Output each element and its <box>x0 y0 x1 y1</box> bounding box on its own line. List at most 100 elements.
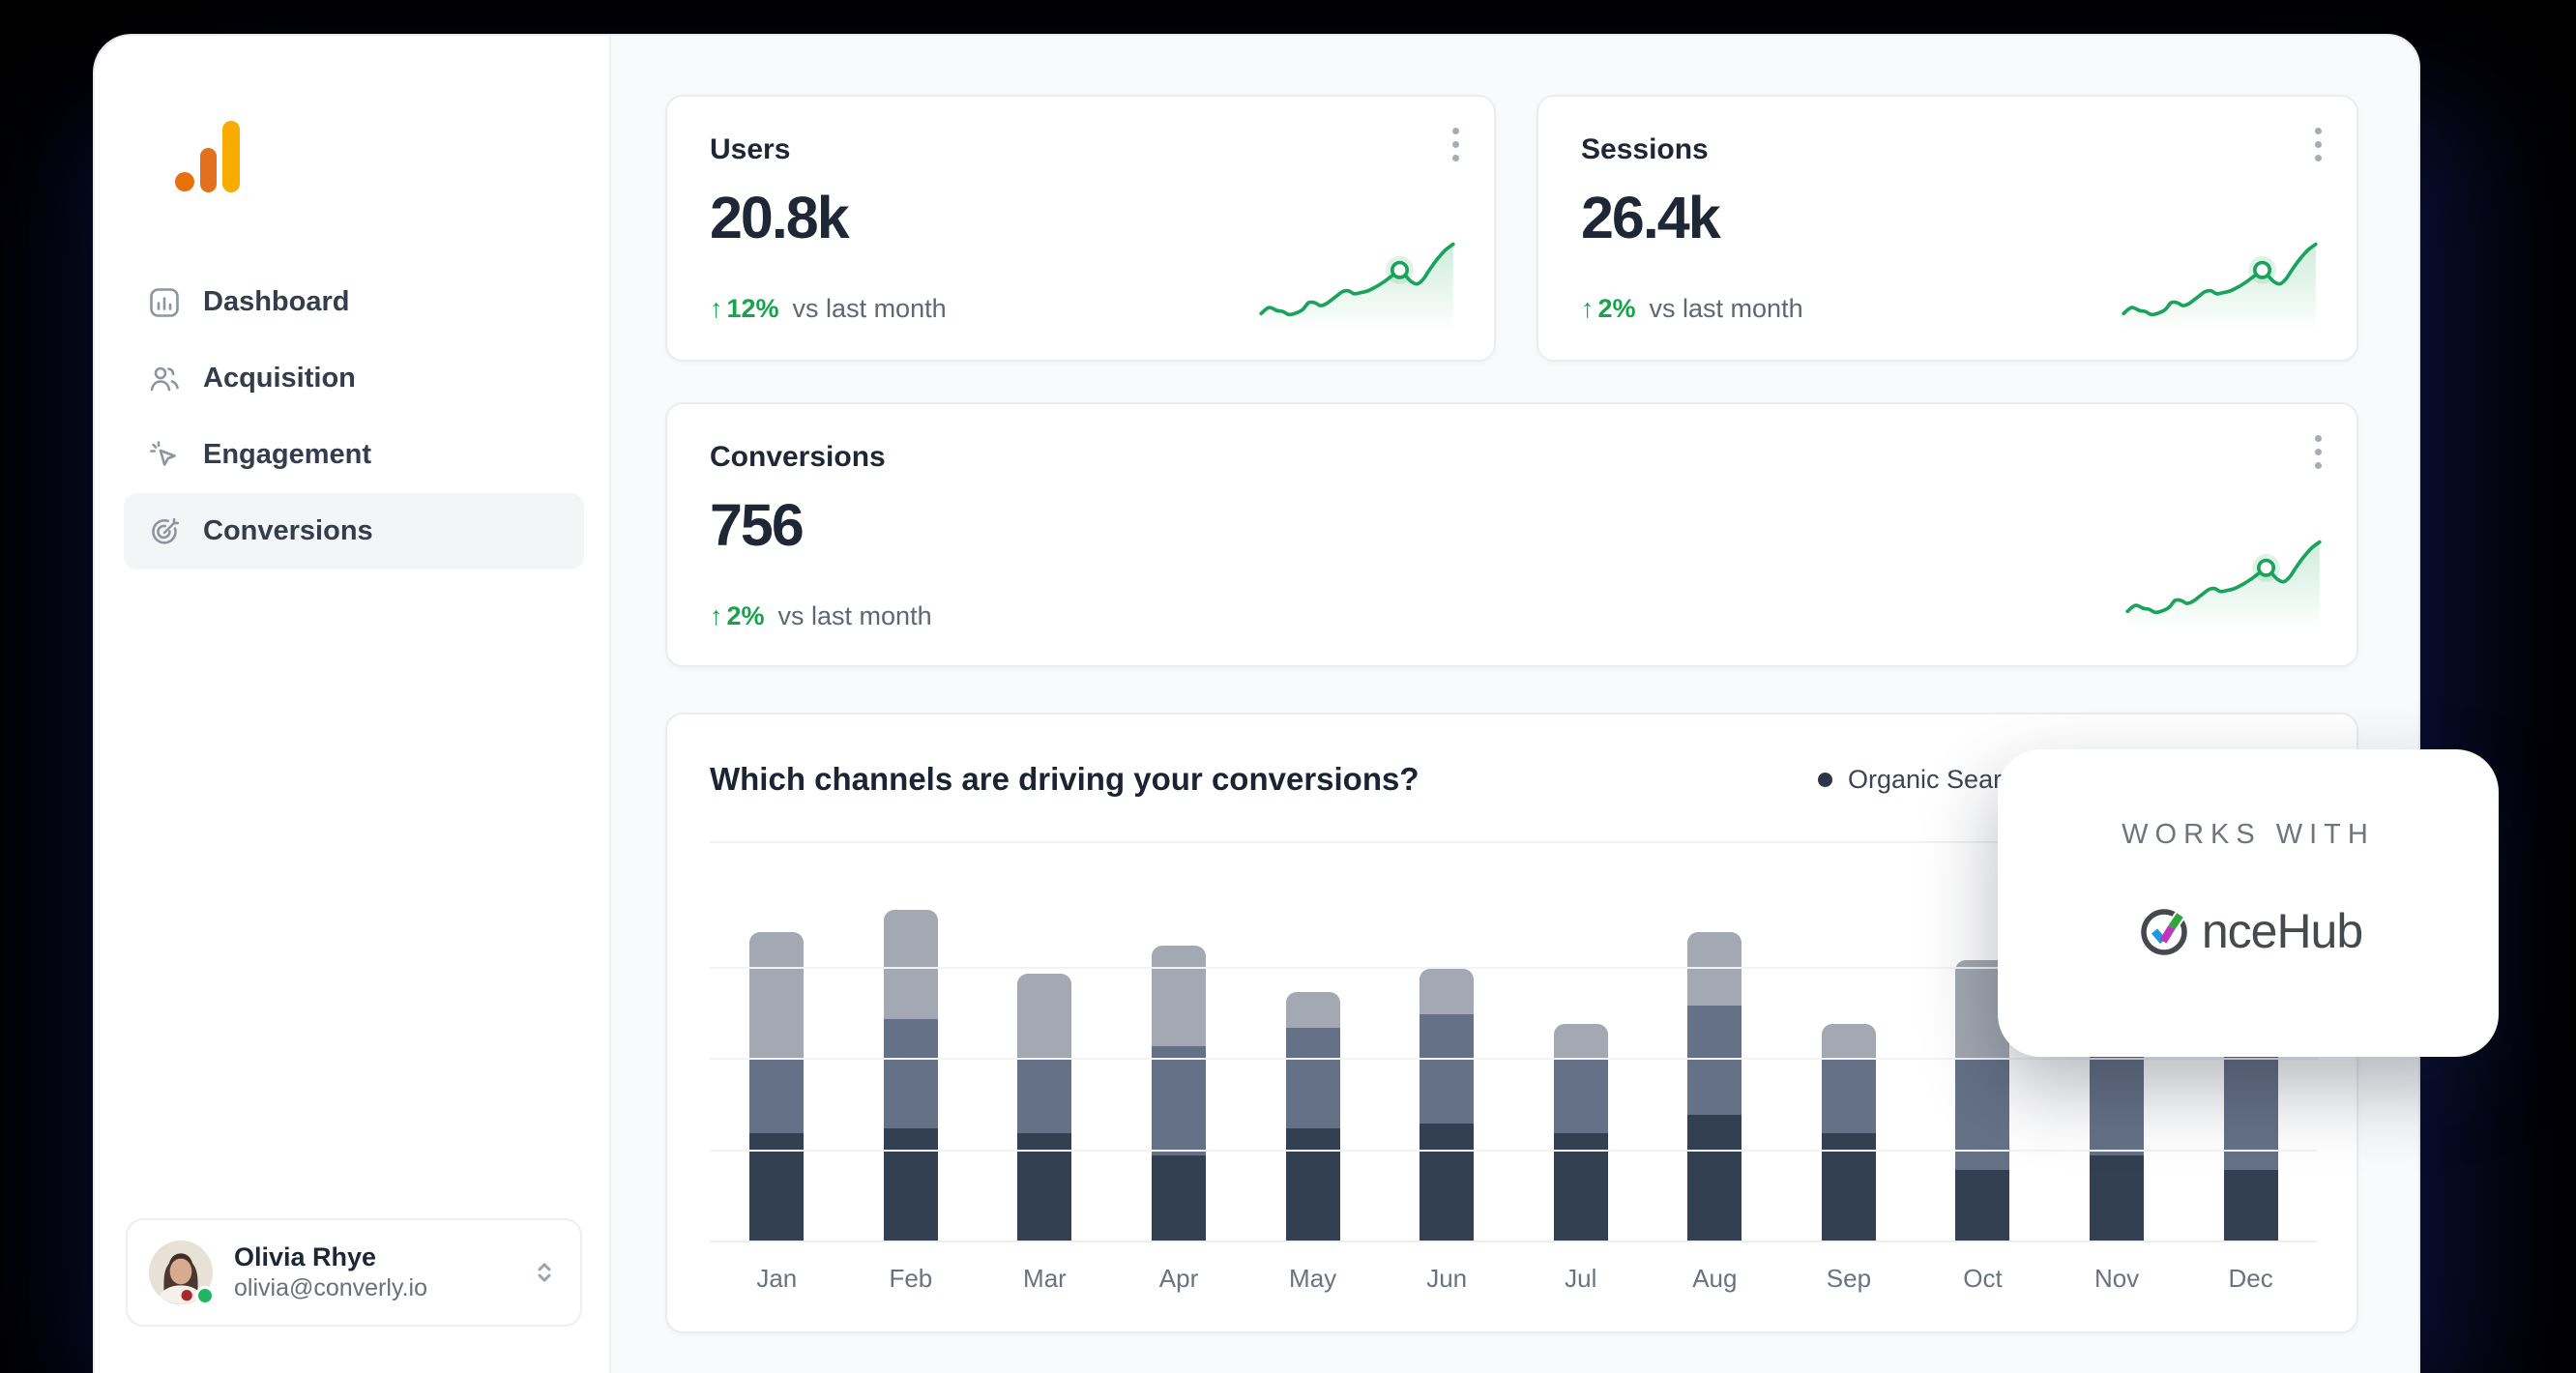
legend-dot <box>1818 773 1832 787</box>
gridline <box>710 1058 2318 1061</box>
bar-segment <box>883 909 938 1019</box>
bar-column-may <box>1245 991 1380 1242</box>
arrow-up-icon: ↑ <box>710 601 723 630</box>
bar-column-aug <box>1648 932 1782 1242</box>
x-axis-labels: Jan Feb Mar Apr May Jun Jul Aug Sep Oct Nov Dec <box>710 1264 2318 1294</box>
stacked-bar <box>1553 1023 1608 1242</box>
bar-segment <box>2090 1155 2145 1242</box>
bar-segment <box>1955 1060 2010 1170</box>
oncehub-logo-icon <box>2134 895 2200 966</box>
gridline <box>710 1149 2318 1152</box>
sidebar-item-engagement[interactable]: Engagement <box>124 417 584 493</box>
compare-label: vs last month <box>792 294 947 323</box>
chevron-updown-icon[interactable] <box>530 1258 559 1287</box>
card-menu-button[interactable] <box>2309 122 2327 167</box>
app-window: Dashboard Acquisition Engagement Conversion… <box>95 36 2418 1373</box>
card-title: Users <box>710 133 791 165</box>
bar-segment <box>1152 946 1207 1047</box>
user-name: Olivia Rhye <box>234 1242 377 1271</box>
bar-column-jan <box>710 932 844 1242</box>
chart-title: Which channels are driving your conversi… <box>710 761 1420 797</box>
metric-value: 26.4k <box>1581 185 1721 250</box>
works-with-label: WORKS WITH <box>2122 819 2375 850</box>
card-menu-button[interactable] <box>2309 429 2327 475</box>
card-menu-button[interactable] <box>1447 122 1465 167</box>
x-axis-label: May <box>1289 1264 1337 1293</box>
bar-segment <box>1152 1046 1207 1156</box>
bar-segment <box>1420 1124 1475 1242</box>
gridline <box>710 1241 2318 1242</box>
logo-bar-mid <box>200 148 217 192</box>
metric-card-users: Users 20.8k ↑ 12% vs last month <box>665 95 1496 362</box>
stacked-bar <box>1687 932 1742 1242</box>
x-axis-label: Mar <box>1023 1264 1067 1293</box>
bar-segment <box>1017 973 1072 1061</box>
bar-column-jul <box>1513 1023 1648 1242</box>
sidebar-item-conversions[interactable]: Conversions <box>124 493 584 570</box>
arrow-up-icon: ↑ <box>710 294 723 323</box>
bar-column-feb <box>844 909 979 1242</box>
stacked-bar <box>749 932 805 1242</box>
metric-card-sessions: Sessions 26.4k ↑ 2% vs last month <box>1537 95 2358 362</box>
bar-segment <box>883 1018 938 1129</box>
bar-segment <box>1285 1128 1340 1242</box>
bar-segment <box>1017 1060 1072 1133</box>
bar-segment <box>1152 1155 1207 1242</box>
bar-segment <box>1553 1060 1608 1133</box>
sidebar-item-label: Dashboard <box>203 286 350 317</box>
sparkline-chart <box>2120 529 2327 630</box>
x-axis-label: Oct <box>1963 1264 2003 1293</box>
sidebar-item-dashboard[interactable]: Dashboard <box>124 264 584 340</box>
bar-segment <box>749 932 805 1061</box>
bar-segment <box>1553 1023 1608 1061</box>
x-axis-label: Nov <box>2093 1264 2140 1293</box>
arrow-up-icon: ↑ <box>1581 294 1595 323</box>
sparkline-chart <box>1253 231 1461 333</box>
x-axis-label: Sep <box>1826 1264 1872 1293</box>
dashboard-icon <box>147 285 182 320</box>
bar-segment <box>749 1060 805 1133</box>
user-profile-card[interactable]: Olivia Rhye olivia@converly.io <box>126 1218 582 1327</box>
delta-up: ↑ 12% <box>710 294 779 323</box>
bar-segment <box>1821 1060 1876 1133</box>
stacked-bar <box>1285 991 1340 1242</box>
metric-value: 20.8k <box>710 185 850 250</box>
works-with-card: WORKS WITH nceHub <box>1998 749 2499 1057</box>
conversions-icon <box>147 514 182 549</box>
oncehub-wordmark: nceHub <box>2201 903 2363 958</box>
stacked-bar <box>883 909 938 1242</box>
bar-segment <box>1821 1023 1876 1061</box>
avatar <box>149 1241 215 1305</box>
sidebar-item-acquisition[interactable]: Acquisition <box>124 340 584 417</box>
bar-segment <box>1420 1014 1475 1125</box>
sparkline-chart <box>2116 231 2324 333</box>
user-email: olivia@converly.io <box>234 1274 427 1302</box>
bar-segment <box>1687 1005 1742 1115</box>
bar-column-mar <box>978 973 1112 1242</box>
bar-segment <box>1285 991 1340 1029</box>
bar-segment <box>2090 1037 2145 1156</box>
compare-label: vs last month <box>777 601 932 630</box>
bar-segment <box>1955 1169 2010 1242</box>
logo-dot <box>175 172 194 191</box>
x-axis-label: Jun <box>1426 1264 1468 1293</box>
acquisition-icon <box>147 362 182 396</box>
delta-up: ↑ 2% <box>710 601 765 630</box>
bar-segment <box>2223 1169 2278 1242</box>
bar-segment <box>1420 969 1475 1015</box>
engagement-icon <box>147 438 182 473</box>
x-axis-label: Aug <box>1692 1264 1738 1293</box>
card-title: Conversions <box>710 441 886 473</box>
x-axis-label: Dec <box>2228 1264 2273 1293</box>
bar-column-apr <box>1112 946 1246 1242</box>
profile-text: Olivia Rhye olivia@converly.io <box>234 1242 427 1304</box>
stacked-bar <box>1017 973 1072 1242</box>
x-axis-label: Feb <box>889 1264 933 1293</box>
metric-card-conversions: Conversions 756 ↑ 2% vs last month <box>665 402 2358 667</box>
logo-bar-tall <box>222 121 240 192</box>
sidebar: Dashboard Acquisition Engagement Conversion… <box>95 36 611 1373</box>
bar-segment <box>1687 1115 1742 1242</box>
oncehub-brand: nceHub <box>2134 895 2363 966</box>
analytics-logo-icon <box>175 121 240 192</box>
